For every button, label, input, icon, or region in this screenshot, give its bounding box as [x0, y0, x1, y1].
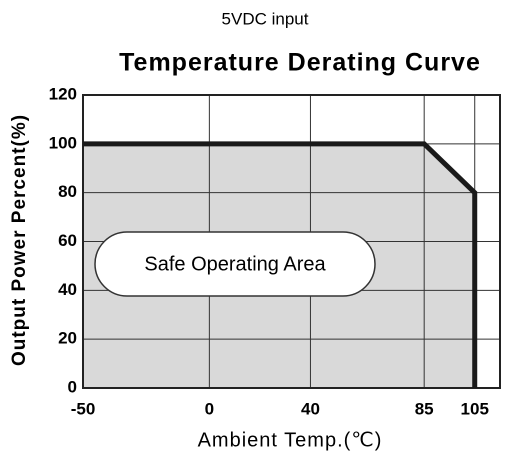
x-axis-label: Ambient Temp.(℃) [198, 429, 383, 451]
y-tick-label: 60 [58, 231, 77, 250]
x-tick-label: 0 [205, 399, 214, 418]
annotation-box [94, 231, 376, 297]
x-tick-label: 105 [461, 399, 489, 418]
x-tick-label: 40 [301, 399, 320, 418]
y-tick-label: 0 [68, 377, 77, 396]
x-tick-label: -50 [71, 399, 96, 418]
y-tick-label: 40 [58, 280, 77, 299]
annotation-text: Safe Operating Area [144, 253, 326, 275]
derating-line [83, 141, 478, 388]
y-tick-label: 80 [58, 182, 77, 201]
annotation: Safe Operating Area [94, 231, 376, 297]
chart-subtitle: 5VDC input [222, 9, 309, 28]
y-axis-label: Output Power Percent(%) [9, 114, 30, 366]
x-tick-label: 85 [415, 399, 434, 418]
y-tick-label: 120 [49, 84, 77, 103]
y-tick-label: 100 [49, 133, 77, 152]
y-tick-label: 20 [58, 329, 77, 348]
chart-title: Temperature Derating Curve [119, 49, 481, 77]
plot-frame [82, 94, 501, 389]
